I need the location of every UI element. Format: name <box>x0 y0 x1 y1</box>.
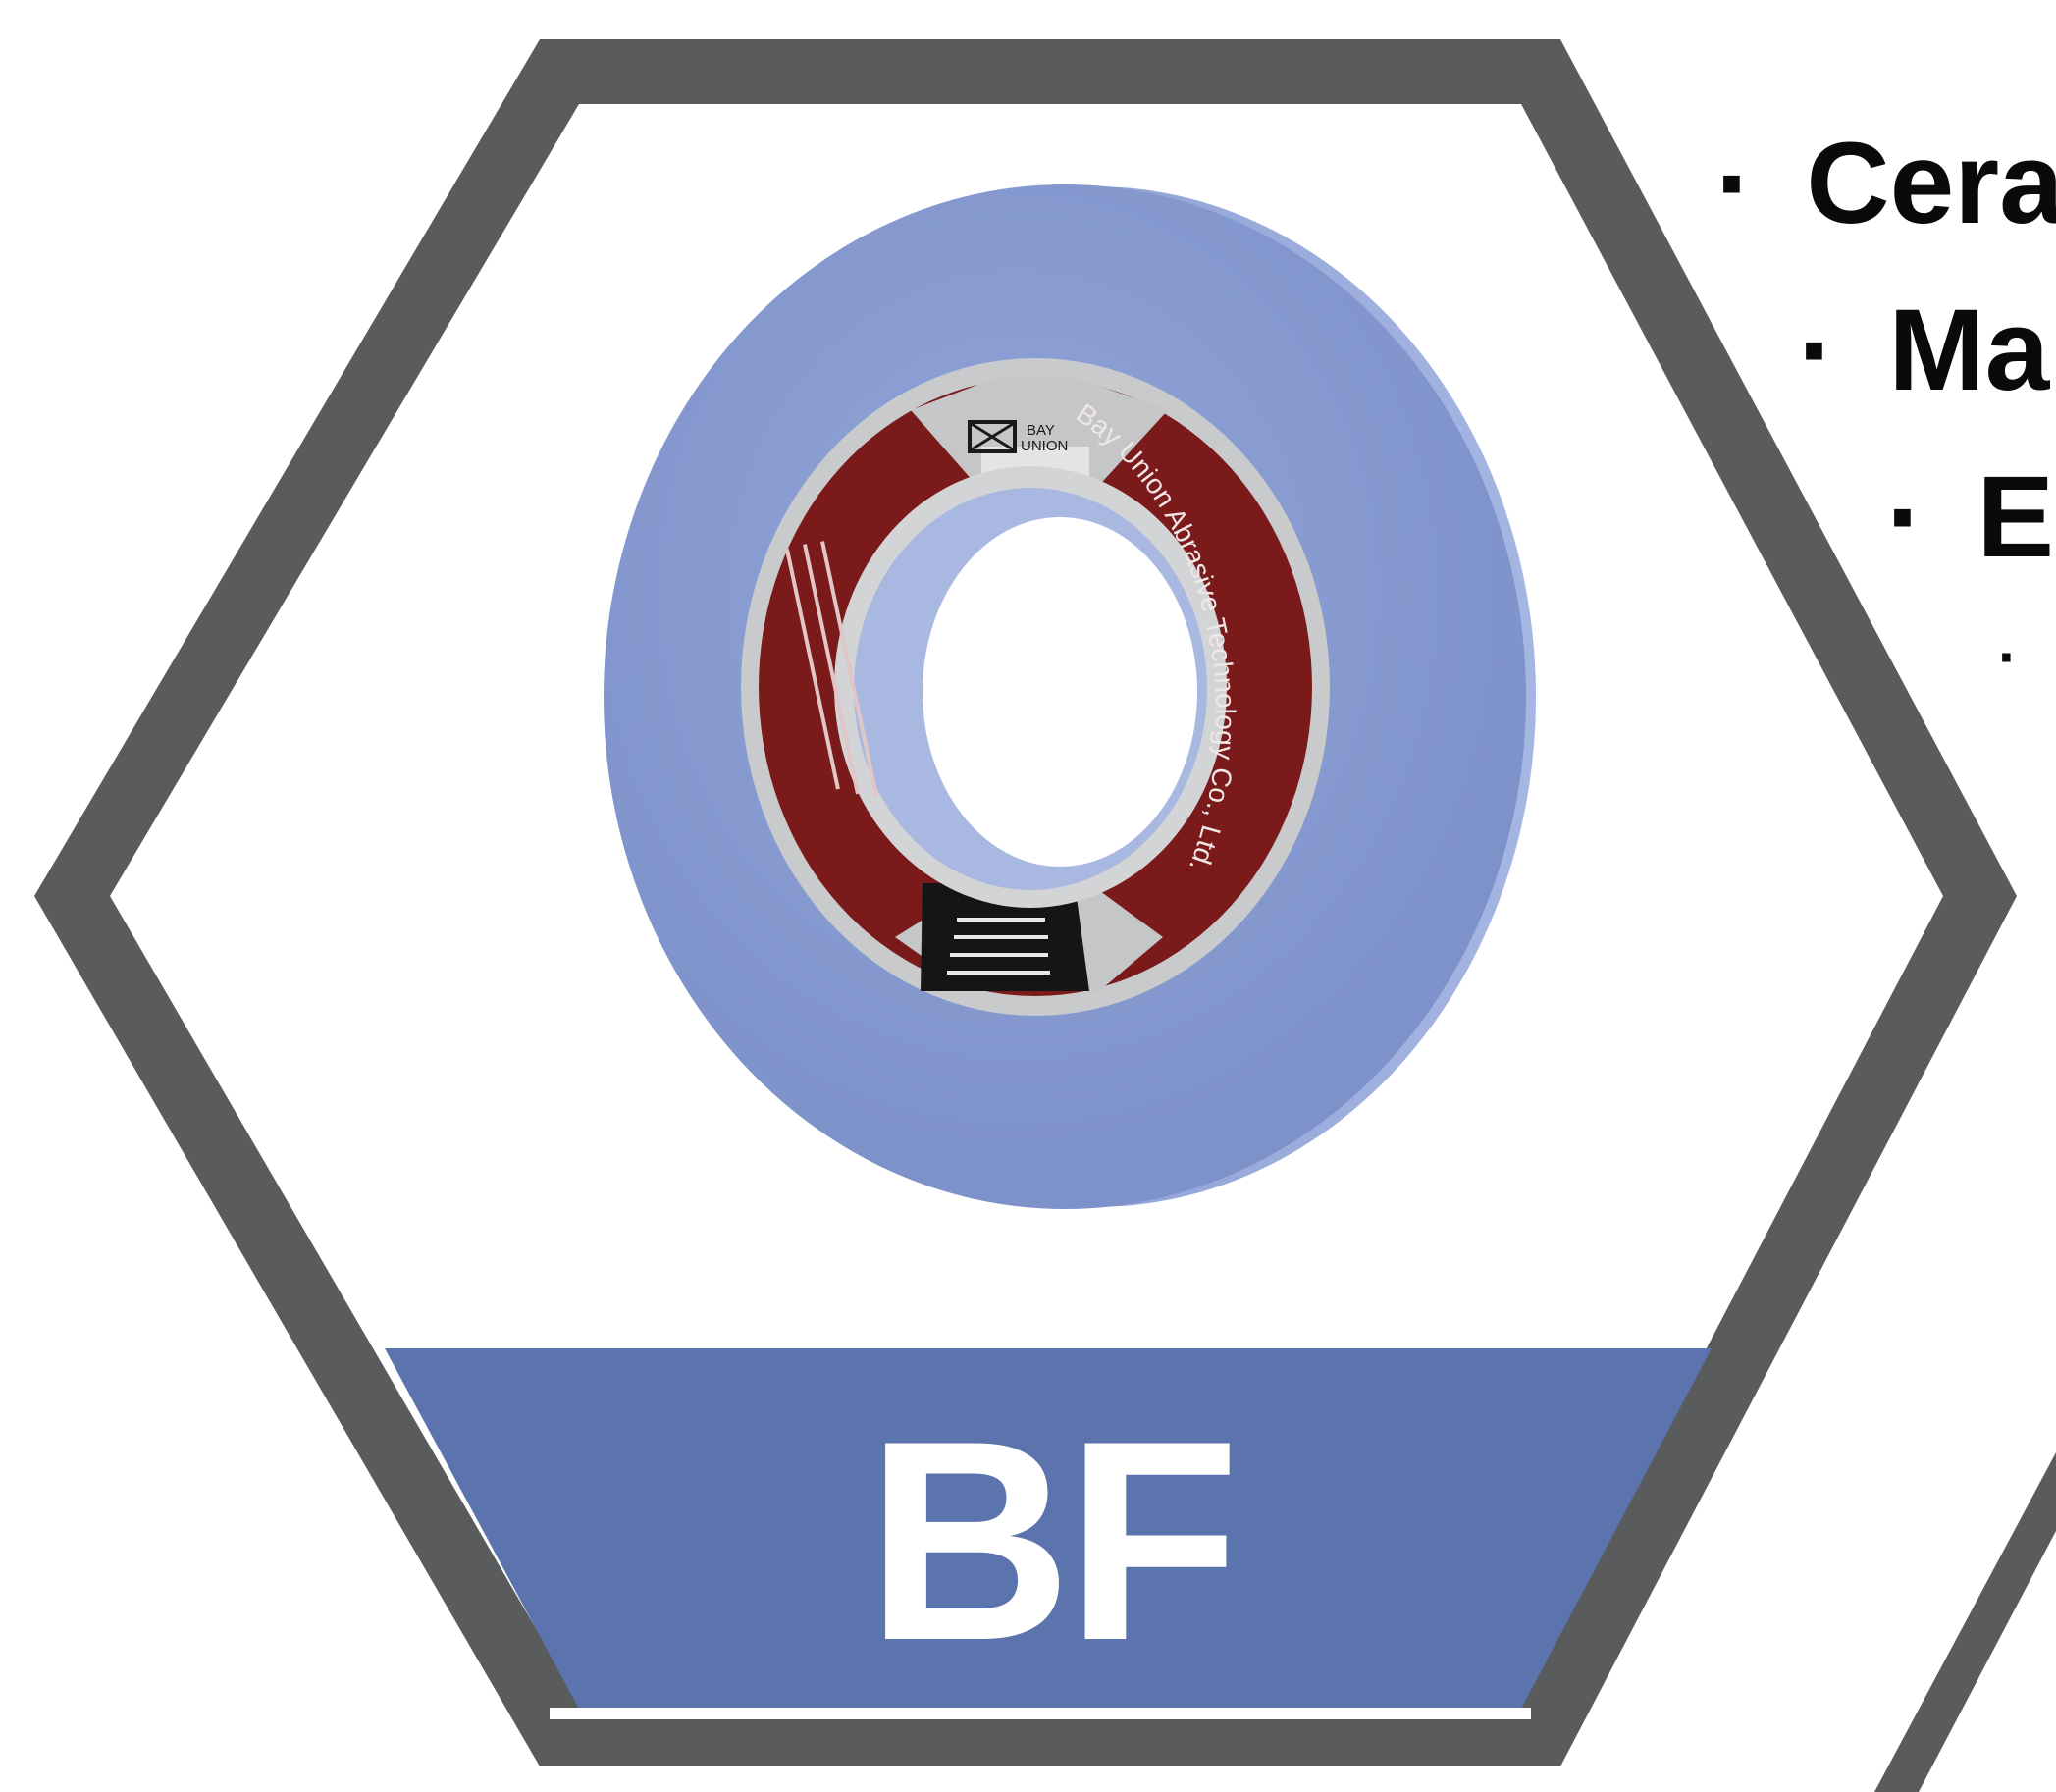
spec-plate-lines <box>947 918 1050 975</box>
bullet-text: E <box>1977 452 2055 582</box>
svg-text:BAY: BAY <box>1027 422 1055 439</box>
code-banner <box>385 1348 1712 1713</box>
product-code-label: BF <box>866 1382 1240 1700</box>
left-label-lines <box>784 541 879 797</box>
bullet-text: Ma <box>1888 286 2050 415</box>
bullet-mark: · <box>1886 452 1925 582</box>
brand-logo: BAY UNION <box>968 420 1068 454</box>
bullet-line-1: · Cera <box>1715 126 2056 241</box>
bullet-line-2: · Ma <box>1798 292 2049 408</box>
bullet-text: Cera <box>1806 119 2056 248</box>
grinding-wheel-image: BAY UNION Bay Union Abrasive Technology … <box>604 184 1536 1209</box>
bullet-mark: · <box>1798 286 1837 415</box>
bullet-mark: · <box>1998 624 2018 690</box>
next-hexagon-inner <box>1919 1531 2056 1792</box>
svg-text:UNION: UNION <box>1021 438 1068 454</box>
bullet-line-4: · <box>1998 628 2044 687</box>
bullet-line-3: · E <box>1886 459 2054 575</box>
bullet-mark: · <box>1715 119 1755 248</box>
